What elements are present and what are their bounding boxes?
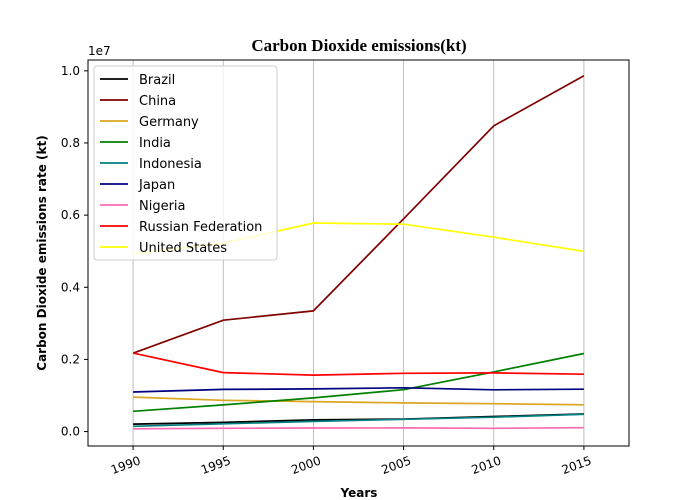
y-tick-label: 0.0 [61, 425, 80, 439]
x-axis-label: Years [340, 486, 378, 500]
x-tick-label: 2015 [560, 453, 593, 477]
x-tick-label: 2005 [379, 453, 412, 477]
legend-label: Germany [139, 115, 199, 130]
legend-label: Japan [138, 178, 175, 193]
y-axis: 0.0 0.2 0.4 0.6 0.8 1.0 [61, 64, 88, 439]
x-tick-label: 1990 [109, 453, 142, 477]
x-tick-label: 2010 [470, 453, 503, 477]
y-axis-scale-label: 1e7 [88, 44, 111, 58]
legend-label: United States [139, 241, 227, 256]
legend: Brazil China Germany India Indonesia Japan Nig… [93, 65, 278, 261]
y-tick-label: 0.8 [61, 136, 80, 150]
x-axis: 1990 1995 2000 2005 2010 2015 [109, 446, 593, 477]
legend-label: China [139, 94, 176, 109]
x-tick-label: 2000 [289, 453, 322, 477]
series-line-japan [133, 386, 584, 393]
series-line-nigeria [133, 426, 584, 430]
y-tick-label: 1.0 [61, 64, 80, 78]
y-axis-label: Carbon Dioxide emissions rate (kt) [35, 135, 49, 370]
legend-label: Indonesia [139, 157, 202, 172]
series-line-russian-federation [132, 352, 584, 376]
plot-frame [87, 59, 630, 447]
series-line-germany [133, 396, 584, 406]
y-tick-label: 0.6 [61, 208, 80, 222]
y-tick-label: 0.4 [61, 280, 80, 294]
legend-box [93, 65, 278, 261]
series-line-india [133, 352, 585, 413]
series-line-china [132, 75, 585, 354]
series-lines [132, 75, 585, 430]
series-line-brazil [133, 413, 584, 425]
series-line-indonesia [133, 413, 584, 428]
legend-label: Brazil [139, 73, 175, 88]
chart-title: Carbon Dioxide emissions(kt) [251, 36, 466, 55]
y-tick-label: 0.2 [61, 352, 80, 366]
legend-label: Russian Federation [139, 220, 262, 235]
legend-label: India [139, 136, 171, 151]
legend-label: Nigeria [139, 199, 186, 214]
x-tick-label: 1995 [199, 453, 232, 477]
